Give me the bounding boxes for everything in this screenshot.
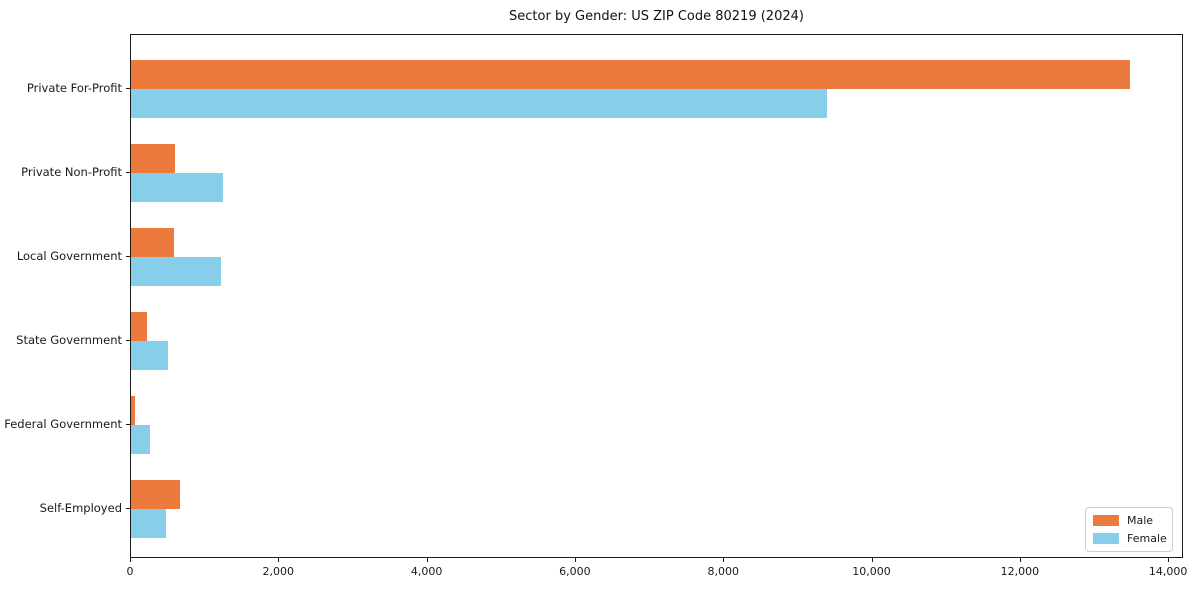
y-axis-label: Private Non-Profit bbox=[21, 165, 122, 179]
bar-male bbox=[131, 396, 136, 425]
male-color-swatch-icon bbox=[1093, 515, 1119, 526]
y-axis-label: Private For-Profit bbox=[26, 81, 122, 95]
bar-male bbox=[131, 480, 181, 509]
x-axis-tick-label: 10,000 bbox=[852, 565, 891, 578]
x-axis-tick bbox=[574, 558, 576, 562]
y-axis-tick bbox=[126, 256, 130, 257]
x-axis-tick-label: 14,000 bbox=[1148, 565, 1188, 578]
x-axis-tick-label: 8,000 bbox=[707, 565, 739, 578]
x-axis-tick-label: 0 bbox=[126, 565, 134, 578]
bar-female bbox=[131, 341, 168, 370]
y-axis-tick bbox=[126, 340, 130, 341]
x-axis-tick bbox=[426, 558, 428, 562]
legend: Male Female bbox=[1085, 507, 1173, 552]
bar-male bbox=[131, 144, 175, 173]
bar-female bbox=[131, 173, 223, 202]
bar-female bbox=[131, 257, 221, 286]
x-axis-tick-label: 6,000 bbox=[559, 565, 591, 578]
legend-entry-female: Female bbox=[1093, 532, 1167, 545]
bar-female bbox=[131, 425, 150, 454]
bar-male bbox=[131, 60, 1131, 89]
x-axis-tick-label: 2,000 bbox=[262, 565, 295, 578]
x-axis-tick-label: 12,000 bbox=[1000, 565, 1040, 578]
y-axis-tick bbox=[126, 508, 130, 509]
y-axis-tick bbox=[126, 88, 130, 89]
bar-female bbox=[131, 89, 827, 118]
plot-area bbox=[130, 34, 1183, 558]
bar-male bbox=[131, 228, 174, 257]
x-axis: 0 2,000 4,000 6,000 8,000 10,000 12,000 14,000 bbox=[126, 558, 1187, 588]
chart-title: Sector by Gender: US ZIP Code 80219 (202… bbox=[509, 9, 804, 24]
y-axis-label: Federal Government bbox=[4, 417, 122, 431]
y-axis-tick bbox=[126, 424, 130, 425]
y-axis-tick bbox=[126, 172, 130, 173]
legend-label-male: Male bbox=[1127, 514, 1154, 527]
legend-label-female: Female bbox=[1127, 532, 1167, 545]
bar-male bbox=[131, 312, 147, 341]
x-axis-tick bbox=[723, 558, 725, 562]
y-axis-label: Self-Employed bbox=[39, 501, 122, 515]
x-axis-tick bbox=[871, 558, 873, 562]
x-axis-tick bbox=[1168, 558, 1170, 562]
x-axis-tick-label: 4,000 bbox=[410, 565, 443, 578]
x-axis-tick bbox=[130, 558, 131, 562]
y-axis-label: State Government bbox=[16, 333, 122, 347]
legend-entry-male: Male bbox=[1093, 514, 1165, 527]
y-axis-label: Local Government bbox=[16, 249, 122, 263]
x-axis-tick bbox=[278, 558, 280, 562]
x-axis-tick bbox=[1019, 558, 1021, 562]
bar-female bbox=[131, 509, 166, 538]
female-color-swatch-icon bbox=[1093, 533, 1119, 544]
y-axis-labels: Private For-Profit Private Non-Profit Loca… bbox=[0, 34, 122, 558]
